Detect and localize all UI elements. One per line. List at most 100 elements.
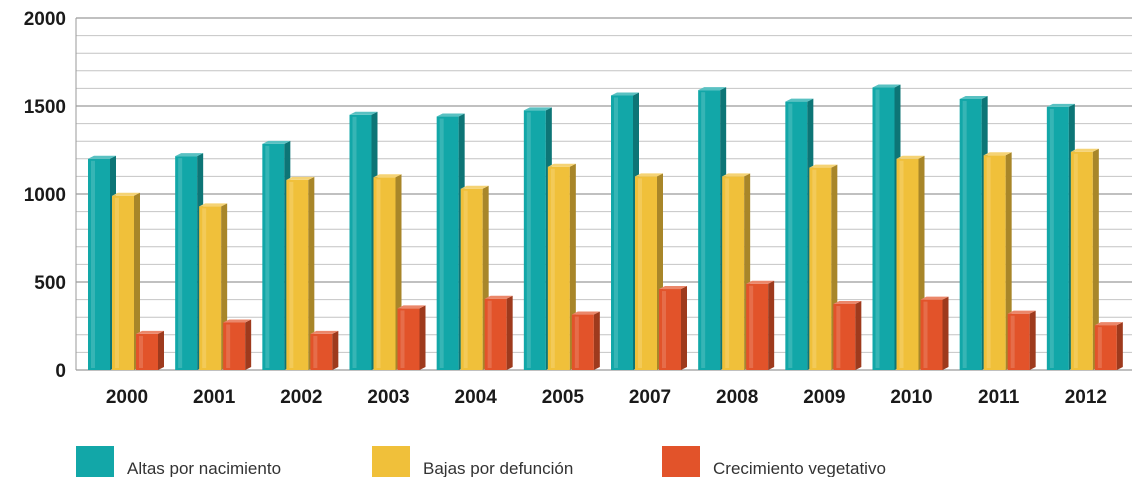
bar-top (136, 330, 164, 334)
chart-bars (88, 84, 1123, 371)
bar-side (1092, 148, 1099, 370)
bar-top (959, 95, 988, 99)
bar-highlight (1073, 153, 1078, 368)
bar (896, 155, 925, 370)
bar-side (942, 296, 949, 370)
bar (983, 152, 1012, 370)
bar-highlight (962, 100, 967, 369)
bar-highlight (662, 291, 666, 368)
bar (1094, 322, 1123, 370)
bar-side (593, 311, 600, 370)
bar-top (112, 192, 140, 196)
bar (746, 280, 775, 370)
bar (920, 296, 949, 370)
bar-highlight (1049, 108, 1054, 368)
x-tick-label: 2004 (455, 387, 498, 408)
x-tick-label: 2005 (542, 387, 585, 408)
bar (460, 185, 489, 370)
bar-top (1007, 310, 1036, 314)
bar-highlight (574, 316, 579, 368)
bar-top (199, 203, 228, 207)
y-tick-label: 1000 (24, 185, 66, 206)
bar-top (436, 113, 465, 117)
bar-highlight (139, 335, 143, 368)
bar-highlight (313, 335, 318, 368)
x-tick-label: 2012 (1065, 387, 1107, 408)
bar (523, 107, 552, 371)
legend-item: Crecimiento vegetativo (662, 446, 886, 477)
bar-highlight (115, 197, 119, 368)
x-tick-label: 2001 (193, 387, 236, 408)
bar-top (1046, 103, 1075, 107)
x-tick-label: 2007 (629, 387, 671, 408)
bar (722, 173, 751, 370)
bar-highlight (352, 116, 357, 368)
bar-side (1116, 322, 1123, 370)
bar-side (419, 305, 426, 370)
bar-top (1094, 322, 1123, 326)
bar-highlight (487, 300, 492, 368)
bar-side (506, 295, 513, 370)
bar-top (983, 152, 1012, 156)
bar-top (460, 185, 489, 189)
bar-highlight (812, 169, 817, 368)
bar-highlight (1010, 315, 1015, 368)
x-tick-label: 2009 (803, 387, 845, 408)
legend-label: Altas por nacimiento (127, 459, 281, 477)
bar (175, 153, 204, 370)
x-tick-label: 2003 (367, 387, 409, 408)
x-axis-ticks: 2000 2001 2002 2003 2004 2005 2007 2008 2009 2010… (106, 387, 1107, 408)
bar-highlight (923, 301, 928, 368)
bar-side (158, 330, 164, 370)
bar (635, 173, 663, 370)
bar (349, 111, 378, 371)
bar (136, 330, 164, 370)
bar-highlight (289, 181, 294, 368)
bar (611, 92, 639, 370)
bar (785, 98, 814, 370)
bar-highlight (91, 160, 95, 368)
bar (959, 95, 988, 371)
y-tick-label: 1500 (24, 97, 66, 118)
bar-top (88, 155, 116, 159)
bar (1007, 310, 1036, 370)
bar-side (308, 176, 315, 370)
bar (571, 311, 600, 370)
bar-top (872, 84, 901, 88)
bar-top (809, 164, 838, 168)
bar (112, 192, 140, 370)
bar-highlight (400, 310, 405, 368)
bar (1046, 103, 1075, 370)
bar-highlight (638, 178, 642, 368)
bar-side (768, 280, 775, 370)
bar-highlight (1097, 327, 1102, 368)
bar-top (286, 176, 315, 180)
bar-top (635, 173, 663, 177)
bar-top (698, 87, 727, 91)
bar (833, 301, 862, 370)
bar-highlight (614, 97, 618, 368)
legend-swatch (662, 446, 700, 477)
bar-highlight (788, 103, 793, 368)
legend-item: Altas por nacimiento (76, 446, 281, 477)
bar-highlight (899, 160, 904, 368)
bar (373, 174, 402, 370)
bar (262, 140, 291, 370)
chart-grid (75, 17, 1132, 371)
bar (698, 87, 727, 370)
bar-highlight (725, 178, 730, 368)
bar-highlight (749, 285, 754, 368)
bar-top (1070, 148, 1099, 152)
bar-highlight (836, 306, 841, 368)
legend-swatch (76, 446, 114, 477)
bar-highlight (701, 92, 706, 368)
y-axis-ticks: 0 500 1000 1500 2000 (24, 9, 66, 382)
legend-label: Bajas por defunción (423, 459, 573, 477)
bar-top (223, 319, 252, 323)
bar-side (855, 301, 862, 370)
bar-highlight (265, 145, 270, 368)
bar-highlight (376, 179, 381, 368)
bar (199, 203, 228, 370)
bar-top (833, 301, 862, 304)
